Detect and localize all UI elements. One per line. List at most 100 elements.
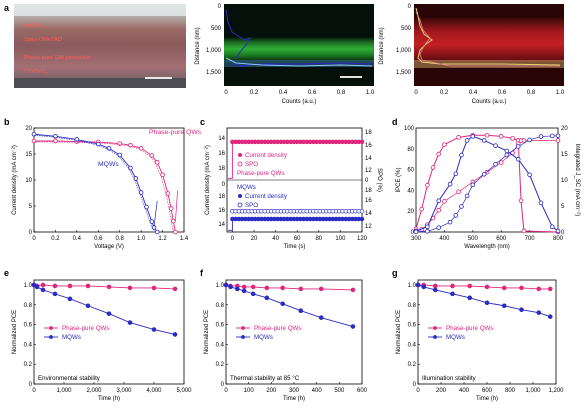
data-point	[436, 151, 442, 157]
data-point	[467, 295, 473, 301]
data-point	[127, 285, 133, 291]
data-point	[425, 182, 430, 188]
x-tick-label: 400	[459, 388, 470, 394]
data-point	[538, 200, 544, 206]
plot-frame	[417, 279, 557, 385]
data-point	[154, 160, 160, 165]
series-line-phase-pure	[34, 140, 176, 233]
data-point	[350, 287, 356, 293]
legend-label-phase-pure: Phase-pure QWs	[62, 325, 109, 332]
data-point	[450, 283, 455, 289]
svg-text:0: 0	[218, 4, 222, 10]
data-point	[173, 229, 178, 235]
x-tick-label: 0	[32, 388, 36, 394]
data-point	[419, 206, 424, 212]
svg-text:0.4: 0.4	[469, 90, 478, 96]
data-point	[555, 228, 561, 234]
chart-d: 300 400 500 600 700 80002040608010005101520Wa…	[396, 126, 580, 250]
x-tick-label: 200	[266, 388, 277, 394]
x-tick-label: 2,000	[86, 388, 102, 394]
data-point	[547, 314, 553, 319]
series-line-reverse	[34, 141, 174, 233]
data-point	[413, 229, 419, 235]
data-point	[117, 152, 123, 158]
data-point	[456, 189, 461, 195]
y-tick-label-left: 0	[222, 182, 226, 188]
panel-a-sem-image	[14, 4, 186, 88]
y-tick-label-right: 20	[561, 126, 568, 132]
y-tick-label: 1.0	[24, 283, 33, 289]
y-axis-label-left: Current density (mA cm⁻²)	[205, 145, 211, 215]
y-tick-label-left: 18	[218, 166, 225, 172]
x-tick-label: 100	[244, 388, 255, 394]
x-tick-label: 600	[357, 388, 368, 394]
data-point	[106, 145, 112, 151]
legend-label: SPO	[245, 202, 258, 209]
data-point	[547, 286, 553, 292]
svg-text:500: 500	[211, 26, 222, 32]
legend-marker	[433, 335, 437, 339]
legend-label-mqws: MQWs	[254, 334, 273, 341]
y-tick-label-right: 18	[365, 130, 372, 136]
x-tick-label: 1.0	[137, 236, 146, 242]
svg-text:1,500: 1,500	[206, 70, 222, 76]
data-point	[241, 288, 247, 294]
legend-marker	[241, 326, 245, 330]
data-point	[128, 142, 133, 148]
x-tick-label: 0	[231, 236, 235, 242]
y-axis-label: Normalized PCE	[396, 310, 402, 354]
data-point	[470, 134, 476, 139]
x-tick-label: 1,000	[525, 388, 541, 394]
data-point	[264, 285, 270, 291]
y-axis-label-right: Integrated J_SC (mA cm⁻²)	[574, 144, 580, 217]
y-tick-label-right: 16	[365, 143, 372, 149]
legend-label-phase-pure: Phase-pure QWs	[446, 325, 493, 332]
data-point	[228, 284, 233, 290]
data-point	[510, 136, 515, 141]
legend-label: MQWs	[237, 184, 256, 191]
edx-map-green-axes: Distance (nm) 0 500 1,000 1,500 Counts (…	[195, 4, 375, 105]
svg-text:0.2: 0.2	[250, 90, 259, 96]
data-point	[467, 283, 473, 289]
data-point	[504, 152, 510, 158]
data-point	[456, 135, 461, 140]
y-tick-label: 15	[25, 152, 32, 158]
data-point	[493, 161, 498, 167]
data-point	[151, 327, 157, 332]
data-point	[515, 156, 521, 162]
data-point	[453, 213, 459, 218]
panel-label-e: e	[4, 268, 9, 278]
x-tick-label: 1,200	[548, 388, 564, 394]
y-tick-label-left: 20	[407, 209, 414, 215]
data-point	[498, 160, 504, 165]
y-tick-label-right: 10	[561, 178, 568, 184]
x-tick-label: 0.6	[94, 236, 103, 242]
x-tick-label: 800	[505, 388, 516, 394]
data-point	[67, 296, 73, 302]
legend-label: SPO	[245, 161, 258, 168]
x-tick-label: 5,000	[176, 388, 192, 394]
x-tick-label: 600	[496, 236, 507, 242]
data-point	[241, 284, 247, 290]
y-tick-label: 0.8	[24, 303, 33, 309]
svg-text:0.2: 0.2	[440, 90, 449, 96]
data-point	[459, 204, 464, 209]
series-line-mqws	[225, 284, 354, 327]
svg-text:0: 0	[224, 90, 228, 96]
y-tick-label: 0	[413, 382, 417, 388]
x-axis-label: Voltage (V)	[94, 244, 124, 250]
data-point	[521, 138, 527, 143]
data-point	[298, 308, 304, 314]
y-tick-label-left: 18	[218, 194, 225, 200]
scan-arrow-phase-pure	[175, 190, 178, 222]
x-tick-label: 500	[468, 236, 479, 242]
x-tick-label: 0	[416, 388, 420, 394]
data-point	[470, 182, 476, 188]
series-line-phase-pure	[225, 284, 353, 291]
data-point	[464, 138, 470, 143]
data-point	[436, 198, 442, 204]
y-tick-label-right: 0	[561, 230, 565, 236]
x-tick-label: 0.2	[51, 236, 60, 242]
data-point	[149, 153, 155, 158]
